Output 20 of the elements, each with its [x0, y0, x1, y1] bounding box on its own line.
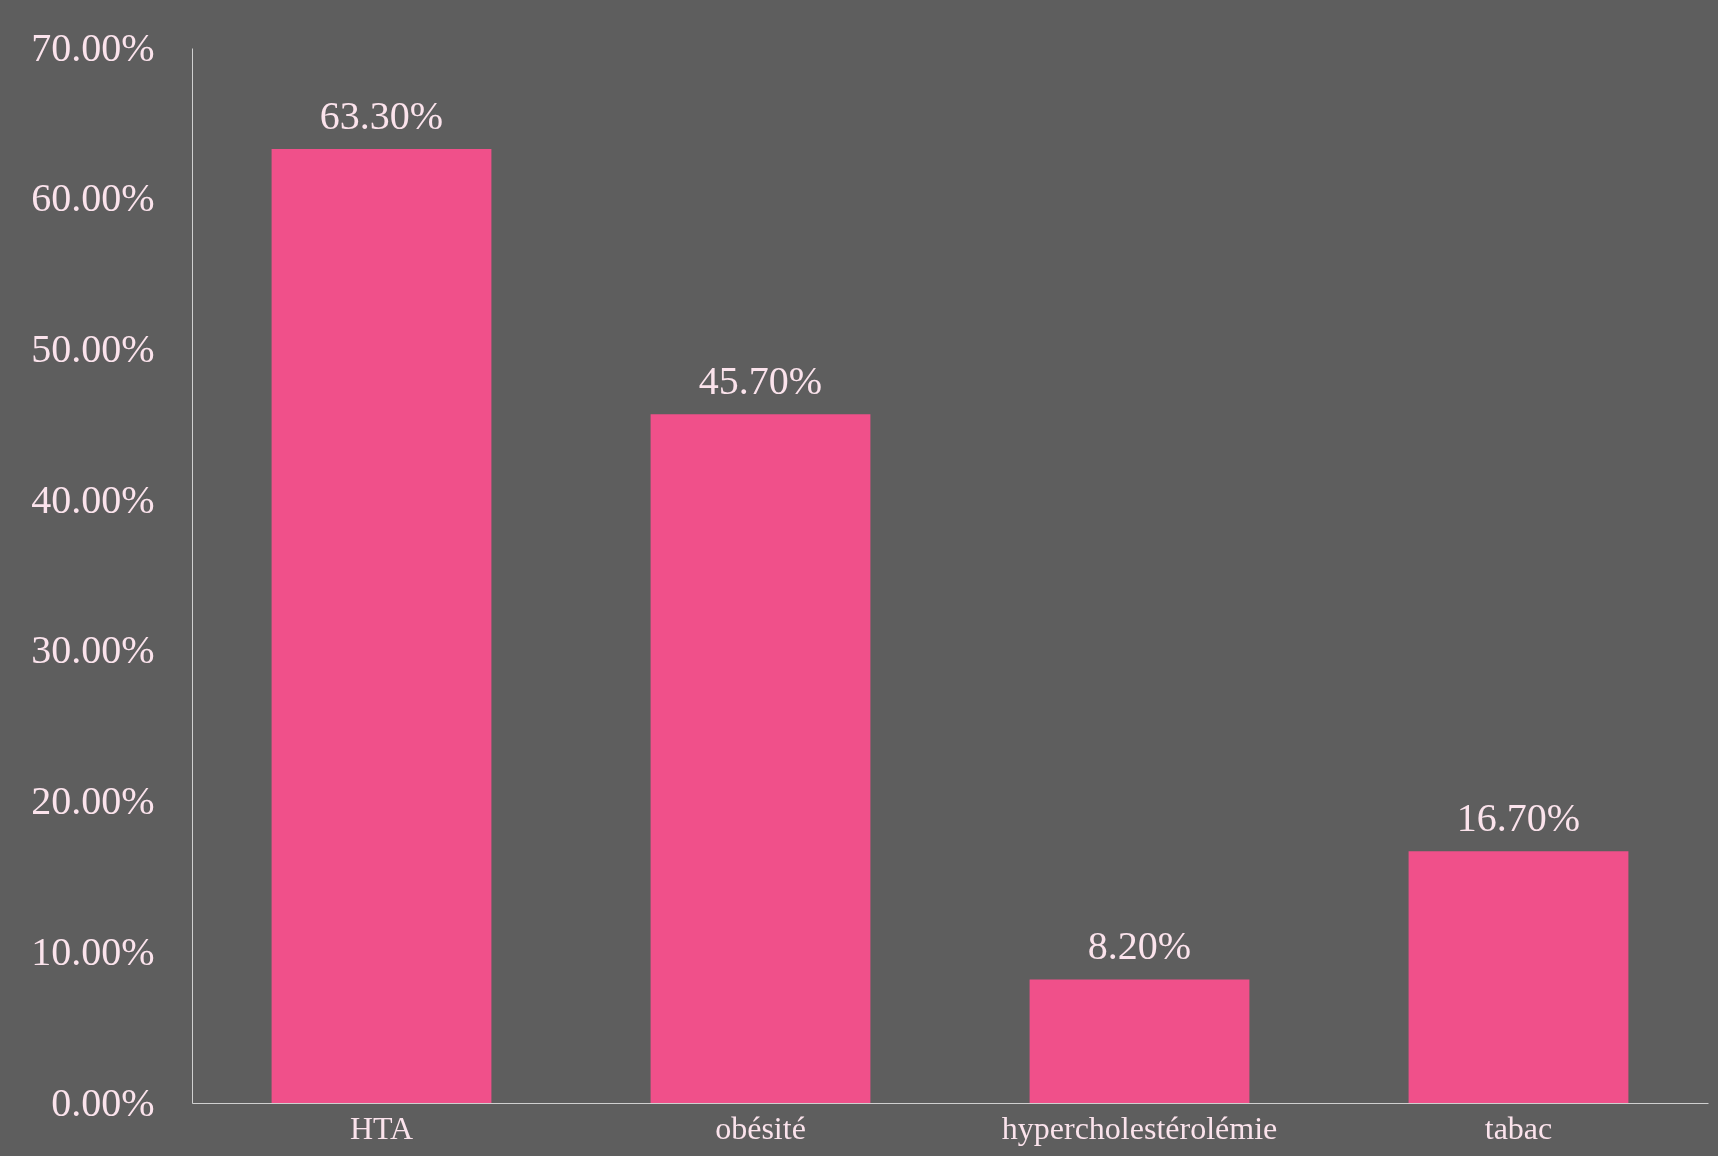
data-label: 8.20%: [1087, 923, 1192, 969]
y-tick-label: 20.00%: [31, 778, 155, 824]
y-tick-label: 50.00%: [31, 325, 155, 371]
y-tick-label: 10.00%: [31, 928, 155, 974]
bar: [271, 148, 492, 1103]
data-label: 16.70%: [1456, 795, 1581, 841]
bar: [1408, 851, 1629, 1103]
bar: [1029, 979, 1250, 1103]
x-tick-label: hypercholestérolémie: [1001, 1109, 1278, 1146]
y-tick-label: 0.00%: [51, 1079, 155, 1125]
y-tick-label: 70.00%: [31, 24, 155, 70]
data-label: 45.70%: [698, 358, 823, 404]
x-tick-label: tabac: [1484, 1109, 1553, 1146]
x-tick-label: HTA: [349, 1109, 414, 1146]
y-tick-label: 60.00%: [31, 175, 155, 221]
y-tick-label: 40.00%: [31, 476, 155, 522]
y-tick-label: 30.00%: [31, 627, 155, 673]
bar: [650, 414, 871, 1103]
data-label: 63.30%: [319, 92, 444, 138]
x-tick-label: obésité: [715, 1109, 806, 1146]
